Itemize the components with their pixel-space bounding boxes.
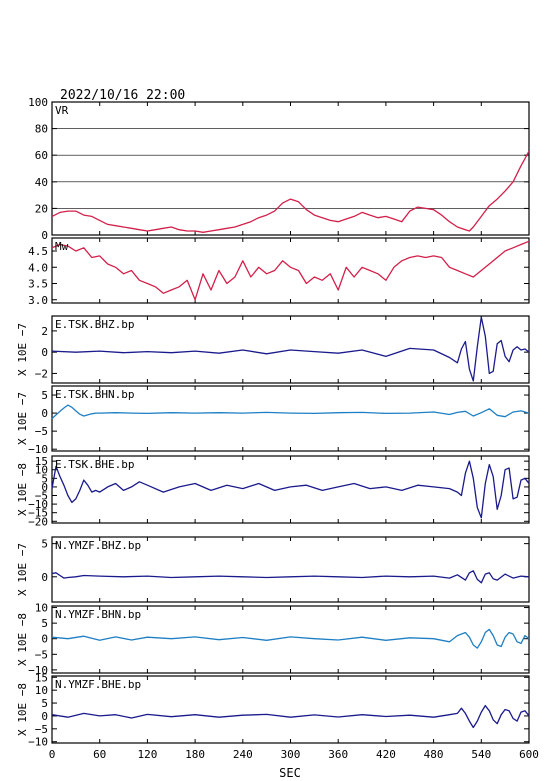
y-axis-exponent-label: X 10E −8: [16, 463, 29, 516]
panel-label: E.TSK.BHZ.bp: [55, 318, 134, 331]
y-tick-label: 60: [35, 149, 48, 162]
panel-1: 3.0 3.5 4.0 4.5 Mw: [28, 237, 530, 307]
y-axis-exponent-label: X 10E −8: [16, 613, 29, 666]
series-line: [51, 628, 530, 649]
y-axis-exponent-label: X 10E −7: [16, 323, 29, 376]
y-tick-label: 10: [35, 464, 48, 477]
panel-label: VR: [55, 104, 69, 117]
y-tick-label: −10: [28, 443, 48, 456]
y-tick-label: 80: [35, 123, 48, 136]
y-tick-label: 20: [35, 202, 48, 215]
y-tick-label: 0: [41, 346, 48, 359]
x-tick-label: 420: [376, 748, 396, 761]
y-tick-label: 0: [41, 481, 48, 494]
x-tick-label: 600: [519, 748, 539, 761]
y-tick-label: −5: [35, 723, 48, 736]
y-tick-label: 0: [41, 633, 48, 646]
y-axis-exponent-label: X 10E −7: [16, 392, 29, 445]
series-line: [51, 570, 530, 584]
y-tick-label: −10: [28, 736, 48, 749]
y-tick-label: 0: [41, 710, 48, 723]
x-tick-label: 540: [471, 748, 491, 761]
y-tick-label: 15: [35, 671, 48, 684]
y-tick-label: 0: [41, 407, 48, 420]
y-tick-label: −5: [35, 425, 48, 438]
series-line: [51, 460, 530, 519]
y-tick-label: −10: [28, 498, 48, 511]
x-tick-label: 180: [185, 748, 205, 761]
x-tick-label: 120: [137, 748, 157, 761]
y-tick-label: 15: [35, 455, 48, 468]
panel-0: 0 20 40 60 80 100 VR: [28, 96, 530, 242]
panel-3: −10 −5 0 5 X 10E −7 E.TSK.BHN.bp: [16, 385, 530, 456]
y-tick-label: 10: [35, 684, 48, 697]
y-tick-label: −5: [35, 648, 48, 661]
series-line: [51, 404, 530, 419]
y-tick-label: 4.0: [28, 261, 48, 274]
y-tick-label: 5: [41, 472, 48, 485]
y-tick-label: 0: [41, 229, 48, 242]
y-tick-label: −10: [28, 664, 48, 677]
y-tick-label: 3.0: [28, 294, 48, 307]
y-tick-label: 4.5: [28, 245, 48, 258]
x-tick-label: 0: [49, 748, 56, 761]
y-axis-exponent-label: X 10E −8: [16, 683, 29, 736]
panel-6: −10 −5 0 5 10 X 10E −8 N.YMZF.BHN.bp: [16, 602, 530, 677]
y-tick-label: 100: [28, 96, 48, 109]
x-tick-label: 60: [93, 748, 106, 761]
x-tick-label: 360: [328, 748, 348, 761]
panel-5: 0 5 X 10E −7 N.YMZF.BHZ.bp: [16, 536, 530, 603]
y-tick-label: −15: [28, 507, 48, 520]
y-tick-label: 5: [41, 389, 48, 402]
series-line: [51, 240, 530, 301]
x-axis-label: SEC: [279, 766, 301, 780]
datetime-label: 2022/10/16 22:00: [60, 88, 185, 103]
y-tick-label: 5: [41, 617, 48, 630]
panel-frame: [51, 101, 530, 236]
y-tick-label: −20: [28, 515, 48, 528]
series-line: [51, 150, 530, 233]
panel-label: Mw: [55, 240, 69, 253]
y-tick-label: 5: [41, 538, 48, 551]
series-line: [51, 704, 530, 729]
panel-label: N.YMZF.BHE.bp: [55, 678, 141, 691]
y-tick-label: 5: [41, 697, 48, 710]
y-tick-label: 10: [35, 602, 48, 615]
panel-2: −2 0 2 X 10E −7 E.TSK.BHZ.bp: [16, 315, 530, 384]
panel-label: N.YMZF.BHZ.bp: [55, 539, 141, 552]
x-tick-label: 300: [281, 748, 301, 761]
x-tick-label: 480: [424, 748, 444, 761]
panel-label: E.TSK.BHE.bp: [55, 458, 134, 471]
y-axis-exponent-label: X 10E −7: [16, 543, 29, 596]
y-tick-label: 2: [41, 325, 48, 338]
y-tick-label: 40: [35, 176, 48, 189]
x-axis: 0 60 120 180 240 300 360 420 480 540 600: [49, 748, 539, 761]
x-tick-label: 240: [233, 748, 253, 761]
y-tick-label: −2: [35, 367, 48, 380]
y-tick-label: 0: [41, 571, 48, 584]
panel-label: E.TSK.BHN.bp: [55, 388, 134, 401]
panel-label: N.YMZF.BHN.bp: [55, 608, 141, 621]
y-tick-label: 3.5: [28, 278, 48, 291]
series-line: [51, 316, 530, 382]
y-tick-label: −5: [35, 490, 48, 503]
